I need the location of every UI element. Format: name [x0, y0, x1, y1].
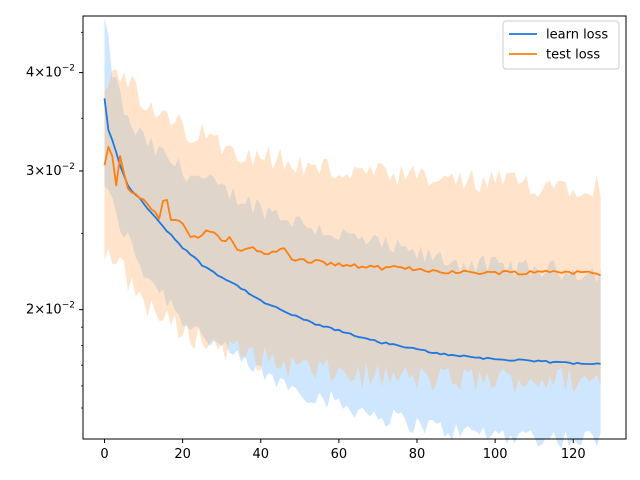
legend-label-test-loss: test loss — [546, 48, 600, 63]
line-learn-loss — [103, 98, 601, 366]
x-tick-label: 0 — [100, 447, 108, 462]
legend-box — [502, 20, 620, 70]
legend-label-learn-loss: learn loss — [546, 28, 608, 43]
x-tick-label: 40 — [252, 447, 269, 462]
y-tick-label: 2×10−2 — [26, 301, 75, 318]
x-tick-label: 120 — [561, 447, 586, 462]
x-tick-label: 80 — [409, 447, 426, 462]
line-test-loss — [103, 145, 601, 277]
series-lines — [103, 98, 601, 366]
x-tick-label: 100 — [483, 447, 508, 462]
x-tick-label: 60 — [331, 447, 348, 462]
axes-frame — [82, 15, 627, 440]
confidence-bands — [104, 17, 601, 449]
x-axis: 0 20 40 60 80 100 120 — [100, 439, 586, 462]
band-learn-loss — [104, 17, 601, 449]
band-test-loss — [104, 69, 601, 394]
y-tick-label: 4×10−2 — [26, 64, 75, 81]
y-tick-label: 3×10−2 — [26, 162, 75, 179]
y-axis: 2×10−2 3×10−2 4×10−2 — [26, 31, 83, 409]
legend: learn loss test loss — [502, 20, 620, 70]
x-tick-label: 20 — [174, 447, 191, 462]
